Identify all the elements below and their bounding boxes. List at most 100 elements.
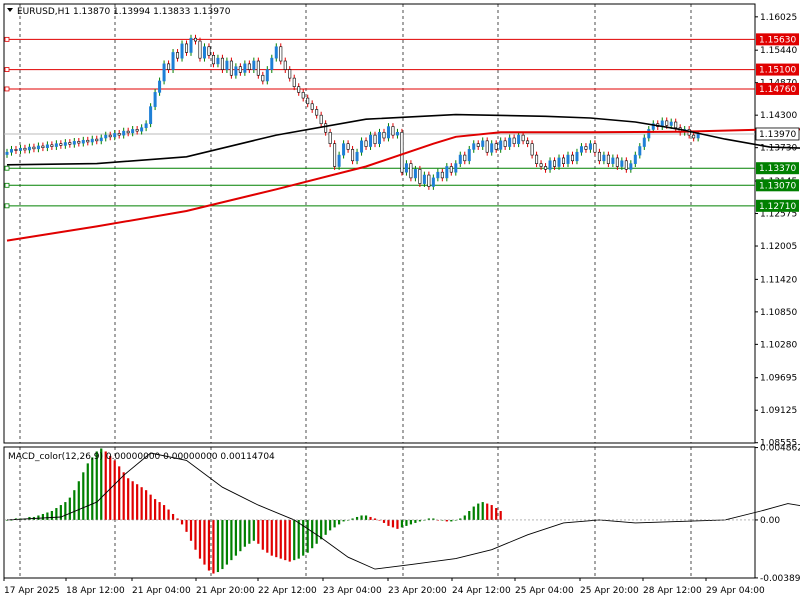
candle-body-60 (274, 46, 278, 59)
candle-body-38 (176, 52, 180, 59)
macd-bar-52 (239, 519, 242, 552)
candle-body-111 (503, 140, 507, 147)
candle-body-22 (104, 134, 108, 139)
candle-body-121 (548, 160, 552, 170)
macd-bar-73 (333, 519, 336, 528)
macd-bar-48 (221, 519, 224, 570)
macd-bar-80 (364, 515, 368, 520)
macd-bar-1 (10, 519, 13, 521)
candle-body-4 (23, 147, 27, 151)
price-tick-label-7: 1.12005 (760, 242, 797, 252)
candle-body-102 (463, 154, 467, 162)
macd-bar-35 (162, 505, 166, 520)
time-label-1: 18 Apr 12:00 (66, 586, 125, 596)
macd-bar-41 (189, 519, 193, 541)
candle-body-34 (158, 80, 162, 93)
candle-body-31 (144, 123, 148, 129)
macd-bar-94 (427, 518, 430, 520)
level-handle-3 (4, 165, 10, 171)
macd-bar-62 (284, 519, 287, 561)
candle-body-106 (481, 140, 485, 147)
macd-bar-43 (198, 519, 202, 559)
candle-body-101 (458, 154, 462, 164)
macd-bar-101 (459, 518, 462, 520)
price-tick-label-6: 1.12575 (760, 210, 797, 220)
level-label-box-1 (756, 63, 799, 76)
dropdown-triangle-icon (7, 8, 13, 12)
candle-body-104 (472, 143, 476, 150)
candle-body-115 (521, 134, 525, 142)
macd-tick-label-1: 0.00 (760, 516, 780, 526)
candle-body-107 (485, 140, 489, 153)
macd-bar-79 (360, 515, 363, 520)
macd-bar-95 (432, 518, 435, 520)
candle-body-133 (602, 154, 606, 162)
candle-body-24 (113, 133, 117, 138)
moving-average-black (6, 113, 800, 166)
candle-body-37 (171, 52, 175, 70)
macd-bar-77 (351, 518, 354, 520)
candle-body-129 (584, 146, 588, 150)
candle-body-12 (59, 143, 63, 146)
candle-body-120 (544, 166, 548, 170)
macd-bar-87 (396, 519, 399, 529)
macd-bar-39 (180, 519, 184, 525)
macd-bar-20 (95, 451, 98, 520)
candle-body-70 (319, 114, 323, 125)
macd-header: MACD_color(12,26,9) 0.00000000 0.0000000… (8, 452, 275, 462)
price-tick-label-12: 1.09125 (760, 406, 797, 416)
macd-bar-81 (369, 516, 372, 520)
candle-body-89 (404, 163, 408, 173)
candle-body-54 (247, 63, 251, 70)
price-tick-label-10: 1.10280 (760, 340, 797, 350)
candle-body-36 (167, 63, 171, 70)
macd-bar-17 (82, 472, 85, 520)
level-label-5: 1.12710 (759, 202, 796, 212)
macd-bar-8 (41, 513, 45, 520)
candle-body-112 (508, 137, 512, 147)
candle-body-135 (611, 157, 615, 164)
main-chart-panel (3, 3, 756, 444)
candle-body-1 (9, 149, 13, 153)
macd-bar-75 (342, 519, 345, 522)
macd-bar-92 (418, 519, 421, 522)
macd-bar-57 (261, 519, 264, 550)
candle-body-62 (283, 60, 287, 70)
candle-body-99 (449, 166, 453, 173)
candle-body-153 (692, 134, 696, 139)
macd-bar-37 (171, 513, 175, 520)
candle-body-85 (386, 126, 390, 139)
candle-body-6 (32, 146, 36, 150)
candle-body-91 (413, 169, 417, 179)
candle-body-90 (409, 163, 413, 179)
candle-body-113 (512, 137, 516, 144)
macd-bar-10 (50, 511, 53, 520)
macd-bar-97 (441, 519, 444, 521)
macd-bar-90 (409, 519, 413, 525)
candle-body-139 (629, 163, 633, 170)
macd-bar-83 (378, 519, 381, 521)
macd-bar-99 (450, 519, 453, 522)
candle-body-81 (369, 134, 373, 147)
candle-body-66 (301, 92, 305, 99)
candle-body-16 (77, 141, 81, 144)
candle-body-95 (431, 177, 435, 187)
macd-bar-70 (320, 519, 323, 540)
macd-bar-66 (302, 519, 305, 556)
candle-body-114 (517, 134, 521, 144)
candle-body-67 (306, 97, 310, 105)
macd-bar-45 (207, 519, 211, 571)
candle-body-126 (570, 154, 574, 162)
macd-bar-71 (324, 519, 327, 535)
macd-bar-82 (373, 518, 377, 520)
candle-body-52 (238, 66, 242, 73)
macd-bar-102 (463, 515, 466, 520)
candle-body-127 (575, 151, 579, 162)
macd-bar-16 (77, 481, 80, 520)
candle-body-46 (211, 55, 215, 65)
candle-body-14 (68, 142, 72, 145)
candle-body-47 (216, 57, 220, 65)
macd-bar-88 (400, 519, 404, 528)
macd-bar-105 (477, 503, 480, 520)
